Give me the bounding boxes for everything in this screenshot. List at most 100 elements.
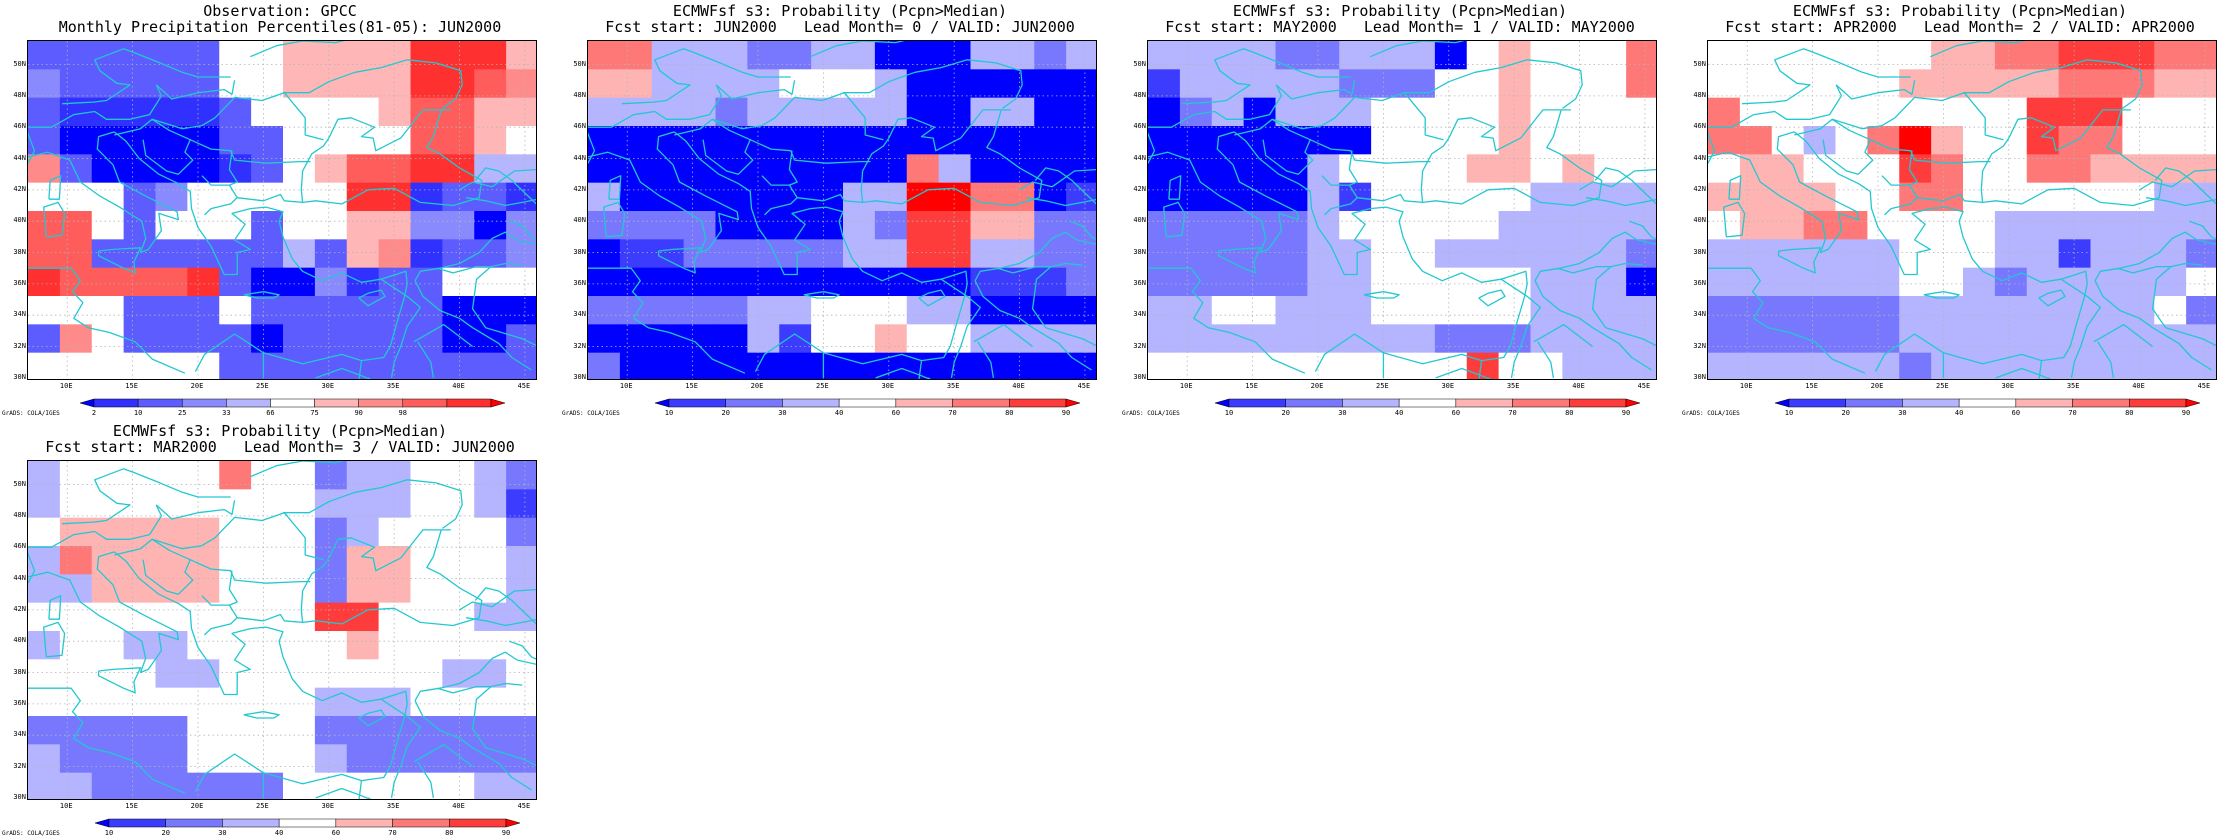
- grid-cell: [346, 517, 380, 547]
- lon-tick-label: 45E: [517, 382, 531, 390]
- grid-cell: [1179, 126, 1213, 155]
- grid-cell: [442, 267, 475, 297]
- coastline: [1832, 92, 2004, 141]
- grid-cell: [651, 97, 685, 127]
- grid-cell: [1002, 97, 1035, 127]
- grid-cell: [811, 296, 844, 325]
- colorbar-swatch: [1958, 398, 2017, 408]
- grid-cell: [28, 296, 61, 325]
- grid-cell: [843, 41, 876, 70]
- grid-cell: [874, 211, 908, 240]
- grid-cell: [2154, 267, 2187, 297]
- colorbar-swatch: [181, 398, 227, 408]
- lat-tick-label: 48N: [573, 90, 586, 99]
- lat-tick-label: 32N: [1133, 341, 1146, 350]
- grid-cell: [811, 324, 844, 354]
- map-panel-forecast-lead-0: ECMWFsf s3: Probability (Pcpn>Median) Fcs…: [560, 0, 1120, 420]
- coastline: [417, 761, 435, 799]
- colorbar-label: 60: [332, 829, 340, 837]
- grid-cell: [410, 211, 443, 240]
- grid-cell: [1179, 41, 1213, 70]
- grid-cell: [1803, 126, 1837, 155]
- grid-cell: [2122, 267, 2155, 297]
- colorbar: 10 20 30 40 60 70 80 90: [1774, 398, 2201, 417]
- grid-cell: [588, 296, 621, 325]
- colorbar-label: 90: [502, 829, 510, 837]
- lat-tick-label: 38N: [13, 667, 26, 676]
- grid-cell: [378, 97, 412, 127]
- grid-cell: [1179, 69, 1213, 99]
- grid-cell: [1371, 97, 1404, 127]
- grid-cell: [91, 659, 125, 689]
- grid-cell: [28, 69, 61, 99]
- grid-cell: [219, 659, 252, 689]
- grid-cell: [1243, 69, 1277, 99]
- coastline: [974, 231, 1096, 282]
- grid-cell: [2122, 182, 2155, 212]
- grid-cell: [2058, 41, 2092, 70]
- grid-cell: [91, 267, 125, 297]
- grid-cell: [2090, 69, 2123, 99]
- grid-cell: [1466, 239, 1500, 269]
- grid-cell: [410, 631, 443, 660]
- coastline: [28, 504, 163, 584]
- grid-cell: [346, 574, 380, 604]
- grid-cell: [506, 574, 536, 604]
- coastline: [860, 109, 1043, 207]
- grid-cell: [410, 659, 443, 689]
- grid-cell: [1708, 352, 1741, 379]
- coastline: [413, 323, 473, 348]
- grid-cell: [715, 324, 748, 354]
- grid-cell: [410, 154, 443, 184]
- grid-cell: [283, 461, 316, 490]
- grid-cell: [123, 267, 157, 297]
- grid-cell: [1339, 97, 1372, 127]
- coastline: [459, 588, 536, 611]
- grid-cell: [410, 461, 443, 490]
- coastline: [1534, 280, 1652, 371]
- coastline: [61, 48, 231, 105]
- grid-cell: [187, 574, 220, 604]
- grid-cell: [506, 267, 536, 297]
- colorbar-label: 20: [1841, 409, 1849, 417]
- grid-cell: [651, 296, 685, 325]
- lat-tick-label: 42N: [13, 604, 26, 613]
- grid-cell: [219, 296, 252, 325]
- grid-cell: [378, 69, 412, 99]
- lat-tick-label: 50N: [573, 59, 586, 68]
- colorbar-swatch: [449, 818, 507, 828]
- grid-cell: [588, 267, 621, 297]
- grid-cell: [874, 154, 908, 184]
- grid-cell: [378, 659, 412, 689]
- grid-cell: [1211, 126, 1245, 155]
- grid-cell: [2154, 126, 2187, 155]
- grid-cell: [1339, 267, 1372, 297]
- grid-cell: [314, 631, 348, 660]
- coastline: [1357, 193, 1423, 204]
- lat-tick-label: 40N: [573, 216, 586, 225]
- grid-cell: [1148, 239, 1181, 269]
- grid-cell: [2122, 126, 2155, 155]
- grid-cell: [1498, 69, 1532, 99]
- grid-cell: [410, 296, 443, 325]
- colorbar-swatch: [1788, 398, 1846, 408]
- grid-cell: [906, 126, 940, 155]
- lon-tick-label: 20E: [1870, 382, 1884, 390]
- grid-cell: [314, 517, 348, 547]
- grid-cell: [378, 517, 412, 547]
- grid-cell: [1594, 41, 1627, 70]
- grid-cell: [474, 517, 507, 547]
- grid-cell: [314, 211, 348, 240]
- coastline: [1741, 48, 1911, 105]
- grid-cell: [1899, 267, 1932, 297]
- grid-cell: [410, 574, 443, 604]
- lon-tick-label: 40E: [1012, 382, 1025, 390]
- grid-cell: [346, 41, 380, 70]
- coastline: [1917, 193, 1983, 204]
- lon-tick-label: 35E: [386, 382, 400, 390]
- grid-cell: [28, 126, 61, 155]
- coastline: [1923, 291, 1960, 299]
- grid-cell: [59, 687, 93, 717]
- grid-cell: [683, 296, 717, 325]
- lon-tick-label: 15E: [1245, 382, 1258, 390]
